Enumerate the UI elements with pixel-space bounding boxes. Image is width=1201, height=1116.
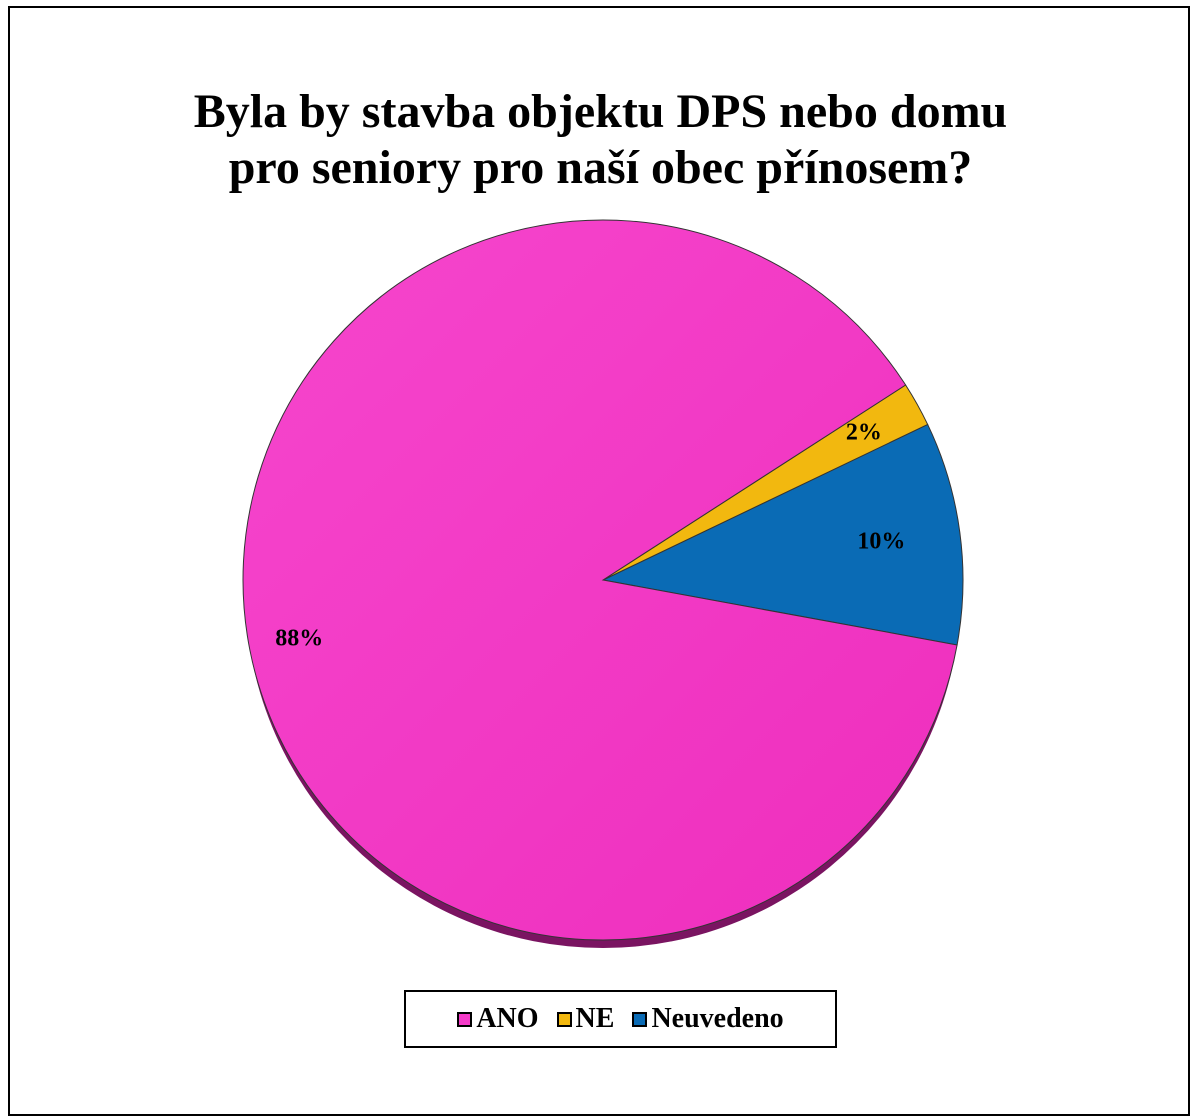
legend-swatch-ne: [556, 1011, 572, 1027]
legend-swatch-neuvedeno: [632, 1011, 648, 1027]
data-label-ne: 2%: [846, 420, 882, 446]
pie-slice-neuvedeno: [601, 423, 964, 646]
legend-item-ne: NE: [556, 1003, 615, 1035]
legend-label-ne: NE: [575, 1003, 615, 1034]
legend-item-ano: ANO: [457, 1003, 539, 1035]
legend-swatch-ano: [457, 1011, 473, 1027]
chart-title-line-1: Byla by stavba objektu DPS nebo domu: [193, 85, 1008, 138]
legend-label-neuvedeno: Neuvedeno: [651, 1003, 784, 1034]
legend-label-ano: ANO: [476, 1003, 539, 1034]
chart-title-line-2: pro seniory pro naší obec přínosem?: [228, 141, 973, 194]
data-label-neuvedeno: 10%: [857, 528, 905, 554]
data-label-ano: 88%: [275, 626, 323, 652]
chart-title: Byla by stavba objektu DPS nebo domu pro…: [0, 84, 1201, 196]
pie-slice-ano: [242, 219, 958, 941]
legend-item-neuvedeno: Neuvedeno: [632, 1003, 784, 1035]
chart-legend: ANO NE Neuvedeno: [404, 990, 837, 1048]
